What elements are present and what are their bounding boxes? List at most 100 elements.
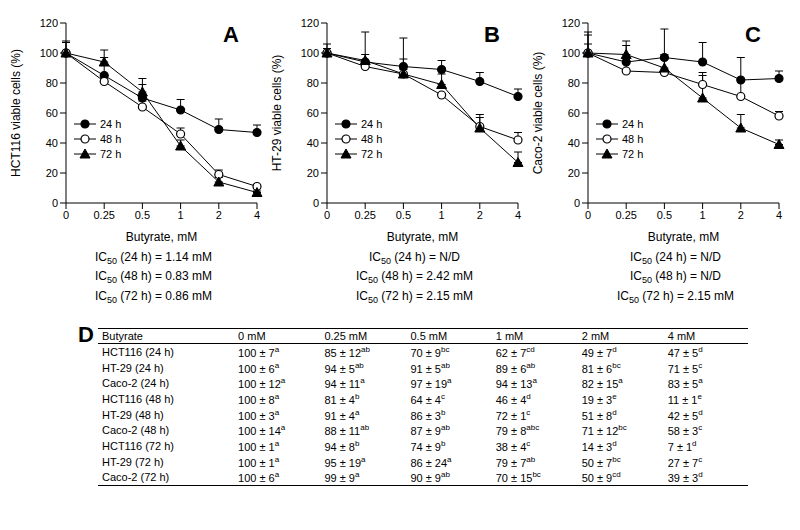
html-text:100 ± 6a: 100 ± 6a [238, 470, 280, 485]
html-text:94 ± 11a: 94 ± 11a [324, 376, 365, 391]
html-text:IC50(72 h) = 2.15 mM: IC50(72 h) = 2.15 mM [356, 288, 473, 306]
html-text:100 ± 14a: 100 ± 14a [238, 423, 286, 438]
html-text:58 ± 3c: 58 ± 3c [667, 423, 703, 438]
svg-text:100: 100 [40, 47, 58, 59]
svg-text:120: 120 [40, 17, 58, 29]
html-text:IC50(72 h) = 2.15 mM: IC50(72 h) = 2.15 mM [617, 288, 734, 306]
svg-text:0: 0 [63, 209, 69, 221]
svg-text:20: 20 [307, 167, 319, 179]
svg-text:0: 0 [52, 197, 58, 209]
html-text:100 ± 7a: 100 ± 7a [238, 345, 280, 359]
svg-text:HCT116 viable cells (%): HCT116 viable cells (%) [9, 49, 23, 177]
svg-text:80: 80 [46, 77, 58, 89]
html-text:IC50(48 h) = 0.83 mM: IC50(48 h) = 0.83 mM [95, 269, 212, 286]
svg-text:40: 40 [307, 137, 319, 149]
svg-text:80: 80 [568, 77, 580, 89]
html-text:79 ± 7ab: 79 ± 7ab [495, 454, 536, 469]
svg-text:60: 60 [307, 107, 319, 119]
html-text:27 ± 7c: 27 ± 7c [667, 454, 703, 469]
svg-text:120: 120 [301, 17, 319, 29]
html-text:90 ± 9ab: 90 ± 9ab [410, 470, 450, 485]
html-text:A: A [223, 22, 239, 47]
html-text:89 ± 6ab: 89 ± 6ab [495, 360, 536, 375]
svg-text:100: 100 [301, 47, 319, 59]
html-text:C: C [745, 22, 761, 47]
html-text:100 ± 3a: 100 ± 3a [238, 407, 280, 422]
html-text:71 ± 5c: 71 ± 5c [667, 360, 703, 375]
html-text:87 ± 9ab: 87 ± 9ab [410, 423, 450, 438]
html-text:IC50(72 h) = 0.86 mM: IC50(72 h) = 0.86 mM [95, 288, 212, 306]
html-text:IC50(48 h) = N/D: IC50(48 h) = N/D [630, 269, 721, 286]
svg-text:0: 0 [313, 197, 319, 209]
html-text:39 ± 3d: 39 ± 3d [667, 470, 703, 485]
svg-text:4: 4 [776, 209, 782, 221]
svg-text:0: 0 [324, 209, 330, 221]
html-text:100 ± 12a: 100 ± 12a [238, 376, 286, 391]
svg-text:1: 1 [178, 209, 184, 221]
svg-text:Butyrate, mM: Butyrate, mM [126, 230, 197, 244]
html-text:70 ± 15bc: 70 ± 15bc [495, 470, 541, 485]
html-text:47 ± 5d: 47 ± 5d [667, 345, 703, 359]
html-text:100 ± 6a: 100 ± 6a [238, 360, 280, 375]
html-text:70 ± 9bc: 70 ± 9bc [410, 345, 450, 359]
svg-text:1: 1 [439, 209, 445, 221]
svg-text:120: 120 [562, 17, 580, 29]
svg-text:2: 2 [216, 209, 222, 221]
html-text:IC50(24 h) = 1.14 mM: IC50(24 h) = 1.14 mM [95, 250, 212, 267]
svg-text:80: 80 [307, 77, 319, 89]
html-text:42 ± 5d: 42 ± 5d [667, 407, 703, 422]
svg-text:20: 20 [46, 167, 58, 179]
html-text:88 ± 11ab: 88 ± 11ab [324, 423, 370, 438]
svg-text:20: 20 [568, 167, 580, 179]
svg-text:Butyrate, mM: Butyrate, mM [648, 230, 719, 244]
svg-text:0.5: 0.5 [135, 209, 150, 221]
svg-text:40: 40 [46, 137, 58, 149]
html-text:97 ± 19a: 97 ± 19a [410, 376, 452, 391]
svg-text:0.25: 0.25 [93, 209, 114, 221]
svg-text:60: 60 [568, 107, 580, 119]
html-text:91 ± 4a: 91 ± 4a [324, 407, 360, 422]
svg-text:2: 2 [477, 209, 483, 221]
html-text:99 ± 9a: 99 ± 9a [324, 470, 360, 485]
html-text:94 ± 5ab: 94 ± 5ab [324, 360, 364, 375]
svg-text:0.5: 0.5 [657, 209, 672, 221]
svg-text:0: 0 [585, 209, 591, 221]
html-text:86 ± 24a: 86 ± 24a [410, 454, 452, 469]
svg-text:Caco-2 viable cells (%): Caco-2 viable cells (%) [531, 52, 545, 175]
svg-text:0.25: 0.25 [615, 209, 636, 221]
html-text:82 ± 15a: 82 ± 15a [581, 376, 623, 391]
svg-text:60: 60 [46, 107, 58, 119]
html-text:83 ± 5a: 83 ± 5a [667, 376, 703, 391]
html-text:50 ± 9cd: 50 ± 9cd [581, 470, 621, 485]
svg-text:40: 40 [568, 137, 580, 149]
html-text:62 ± 7cd: 62 ± 7cd [495, 345, 535, 359]
svg-text:0.25: 0.25 [354, 209, 375, 221]
html-text:81 ± 6bc: 81 ± 6bc [581, 360, 621, 375]
html-text:72 ± 1c: 72 ± 1c [495, 407, 531, 422]
html-text:91 ± 5ab: 91 ± 5ab [410, 360, 450, 375]
html-text:50 ± 7bc: 50 ± 7bc [581, 454, 621, 469]
svg-text:0: 0 [574, 197, 580, 209]
svg-text:4: 4 [254, 209, 260, 221]
html-text:D Butyrate: D Butyrate [78, 322, 143, 348]
svg-text:4: 4 [515, 209, 521, 221]
svg-text:1: 1 [700, 209, 706, 221]
html-text:IC50(24 h) = N/D: IC50(24 h) = N/D [369, 250, 460, 267]
html-text:100 ± 1a: 100 ± 1a [238, 454, 280, 469]
html-text:94 ± 13a: 94 ± 13a [495, 376, 537, 391]
html-text:71 ± 12bc: 71 ± 12bc [581, 423, 627, 438]
svg-text:0.5: 0.5 [396, 209, 411, 221]
html-text:79 ± 8abc: 79 ± 8abc [495, 423, 540, 438]
html-text:B: B [484, 22, 500, 47]
html-text:49 ± 7d: 49 ± 7d [581, 345, 617, 359]
html-text:86 ± 3b: 86 ± 3b [410, 407, 446, 422]
html-text:IC50(48 h) = 2.42 mM: IC50(48 h) = 2.42 mM [356, 269, 473, 286]
html-text:IC50(24 h) = N/D: IC50(24 h) = N/D [630, 250, 721, 267]
svg-text:HT-29 viable cells (%): HT-29 viable cells (%) [270, 55, 284, 172]
html-text:51 ± 8d: 51 ± 8d [581, 407, 617, 422]
html-text:95 ± 19a: 95 ± 19a [324, 454, 366, 469]
svg-text:Butyrate, mM: Butyrate, mM [387, 230, 458, 244]
html-text:85 ± 12ab: 85 ± 12ab [324, 345, 370, 359]
svg-text:2: 2 [738, 209, 744, 221]
svg-text:100: 100 [562, 47, 580, 59]
